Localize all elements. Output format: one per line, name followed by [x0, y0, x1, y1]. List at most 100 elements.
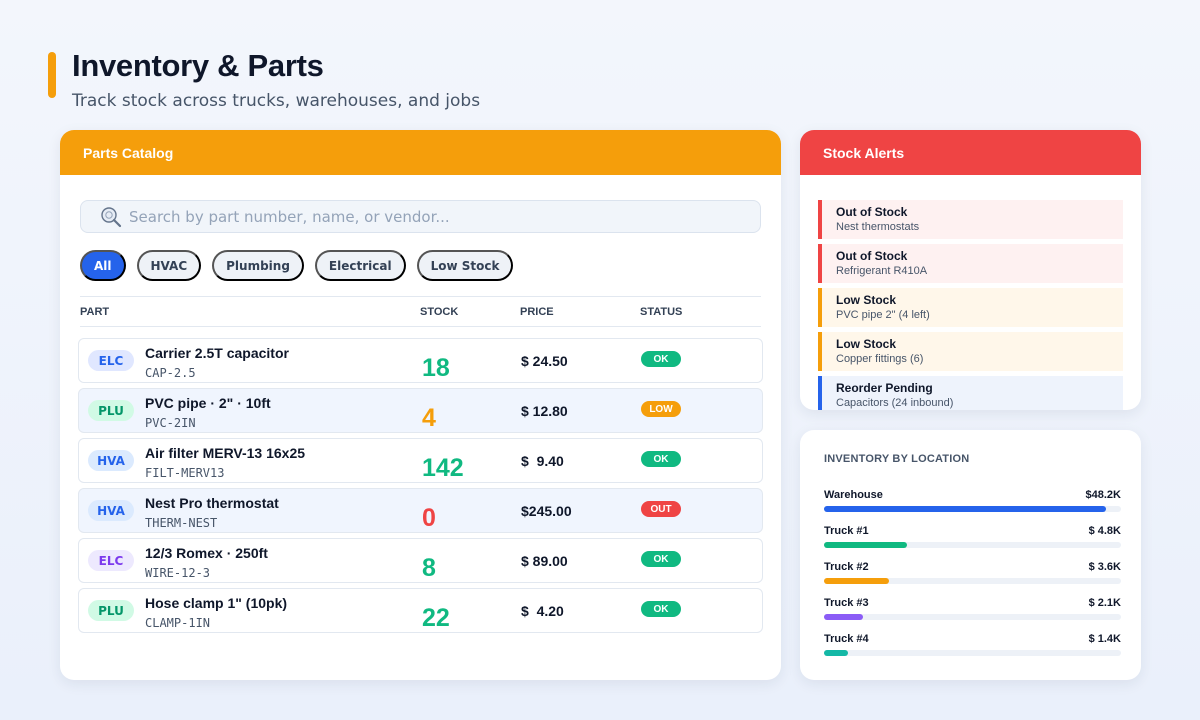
location-list: Warehouse $48.2K Truck #1 $ 4.8K Truck #… — [824, 488, 1121, 668]
parts-catalog-header: Parts Catalog — [60, 130, 781, 175]
alert-title: Low Stock — [836, 337, 897, 351]
part-code: WIRE-12-3 — [145, 566, 211, 580]
location-bar-fill — [824, 650, 848, 656]
status-badge: OUT — [641, 501, 681, 517]
part-code: PVC-2IN — [145, 416, 196, 430]
stock-count: 22 — [422, 604, 450, 632]
location-name: Truck #2 — [824, 561, 869, 573]
status-badge: OK — [641, 351, 681, 367]
part-name: Air filter MERV-13 16x25 — [145, 445, 306, 461]
table-row[interactable]: PLU Hose clamp 1" (10pk) CLAMP-1IN 22 $ … — [78, 588, 763, 633]
alert-detail: Capacitors (24 inbound) — [836, 397, 954, 409]
location-bar-fill — [824, 614, 863, 620]
stock-count: 142 — [422, 454, 464, 482]
alert-item[interactable]: Out of Stock Nest thermostats — [818, 200, 1123, 239]
location-row: Truck #2 $ 3.6K — [824, 560, 1121, 596]
table-row[interactable]: HVA Nest Pro thermostat THERM-NEST 0 $24… — [78, 488, 763, 533]
location-value: $48.2K — [1085, 489, 1121, 501]
location-bar-track — [824, 578, 1121, 584]
stock-count: 18 — [422, 354, 450, 382]
alert-title: Out of Stock — [836, 249, 908, 263]
stock-count: 4 — [422, 404, 436, 432]
column-header-stock[interactable]: STOCK — [420, 306, 459, 318]
part-price: $245.00 — [521, 503, 572, 519]
table-row[interactable]: ELC Carrier 2.5T capacitor CAP-2.5 18 $ … — [78, 338, 763, 383]
status-badge: LOW — [641, 401, 681, 417]
filter-chip-electrical[interactable]: Electrical — [314, 250, 406, 281]
stock-alerts-header: Stock Alerts — [800, 130, 1141, 175]
part-price: $ 12.80 — [521, 403, 568, 419]
alert-title: Reorder Pending — [836, 381, 933, 395]
part-price: $ 4.20 — [521, 603, 564, 619]
part-name: Hose clamp 1" (10pk) — [145, 595, 288, 611]
part-name: PVC pipe · 2" · 10ft — [145, 395, 271, 411]
location-name: Warehouse — [824, 489, 883, 501]
alert-item[interactable]: Reorder Pending Capacitors (24 inbound) — [818, 376, 1123, 410]
alert-detail: PVC pipe 2" (4 left) — [836, 309, 930, 321]
stock-alerts-card: Stock Alerts Out of Stock Nest thermosta… — [800, 130, 1141, 410]
search-box[interactable] — [80, 200, 761, 233]
filter-chips: All HVAC Plumbing Electrical Low Stock — [80, 250, 514, 281]
location-bar-track — [824, 506, 1121, 512]
title-accent-bar — [48, 52, 56, 98]
column-header-part[interactable]: PART — [80, 306, 110, 318]
alert-title: Low Stock — [836, 293, 897, 307]
location-row: Warehouse $48.2K — [824, 488, 1121, 524]
filter-chip-plumbing[interactable]: Plumbing — [212, 250, 304, 281]
column-header-price[interactable]: PRICE — [520, 306, 554, 318]
location-row: Truck #1 $ 4.8K — [824, 524, 1121, 560]
part-code: CAP-2.5 — [145, 366, 196, 380]
parts-catalog-card: Parts Catalog All HVAC Plumbing Electric… — [60, 130, 781, 680]
location-bar-fill — [824, 542, 908, 548]
alert-detail: Nest thermostats — [836, 221, 920, 233]
category-badge: PLU — [88, 400, 134, 421]
part-code: FILT-MERV13 — [145, 466, 225, 480]
category-badge: PLU — [88, 600, 134, 621]
part-name: Nest Pro thermostat — [145, 495, 279, 511]
location-card-title: INVENTORY BY LOCATION — [824, 453, 970, 465]
location-value: $ 3.6K — [1088, 561, 1121, 573]
part-name: Carrier 2.5T capacitor — [145, 345, 289, 361]
category-badge: HVA — [88, 450, 134, 471]
table-header: PART STOCK PRICE STATUS — [80, 296, 761, 327]
part-name: 12/3 Romex · 250ft — [145, 545, 268, 561]
search-input[interactable] — [129, 207, 729, 226]
location-row: Truck #4 $ 1.4K — [824, 632, 1121, 668]
alert-title: Out of Stock — [836, 205, 908, 219]
category-badge: ELC — [88, 550, 134, 571]
table-row[interactable]: ELC 12/3 Romex · 250ft WIRE-12-3 8 $ 89.… — [78, 538, 763, 583]
table-row[interactable]: HVA Air filter MERV-13 16x25 FILT-MERV13… — [78, 438, 763, 483]
part-price: $ 89.00 — [521, 553, 568, 569]
parts-table: ELC Carrier 2.5T capacitor CAP-2.5 18 $ … — [78, 338, 763, 638]
location-bar-track — [824, 650, 1121, 656]
stock-count: 0 — [422, 504, 436, 532]
category-badge: HVA — [88, 500, 134, 521]
filter-chip-all[interactable]: All — [80, 250, 126, 281]
table-row[interactable]: PLU PVC pipe · 2" · 10ft PVC-2IN 4 $ 12.… — [78, 388, 763, 433]
page-subtitle: Track stock across trucks, warehouses, a… — [72, 91, 481, 111]
part-code: CLAMP-1IN — [145, 616, 211, 630]
location-row: Truck #3 $ 2.1K — [824, 596, 1121, 632]
location-value: $ 1.4K — [1088, 633, 1121, 645]
column-header-status[interactable]: STATUS — [640, 306, 683, 318]
location-bar-fill — [824, 578, 890, 584]
location-name: Truck #3 — [824, 597, 869, 609]
alert-item[interactable]: Out of Stock Refrigerant R410A — [818, 244, 1123, 283]
part-code: THERM-NEST — [145, 516, 218, 530]
location-value: $ 4.8K — [1088, 525, 1121, 537]
location-bar-track — [824, 542, 1121, 548]
stock-count: 8 — [422, 554, 436, 582]
filter-chip-hvac[interactable]: HVAC — [136, 250, 202, 281]
filter-chip-low-stock[interactable]: Low Stock — [416, 250, 514, 281]
alert-item[interactable]: Low Stock PVC pipe 2" (4 left) — [818, 288, 1123, 327]
alerts-list: Out of Stock Nest thermostats Out of Sto… — [818, 200, 1123, 410]
status-badge: OK — [641, 451, 681, 467]
location-name: Truck #4 — [824, 633, 869, 645]
alert-detail: Copper fittings (6) — [836, 353, 924, 365]
inventory-by-location-card: INVENTORY BY LOCATION Warehouse $48.2K T… — [800, 430, 1141, 680]
location-bar-fill — [824, 506, 1107, 512]
alert-item[interactable]: Low Stock Copper fittings (6) — [818, 332, 1123, 371]
location-value: $ 2.1K — [1088, 597, 1121, 609]
status-badge: OK — [641, 601, 681, 617]
alert-detail: Refrigerant R410A — [836, 265, 928, 277]
